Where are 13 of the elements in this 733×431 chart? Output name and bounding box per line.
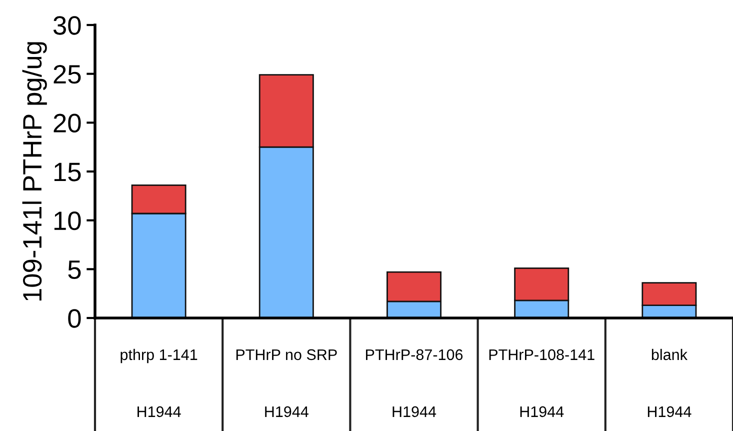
category-label: PTHrP-87-106 H1944 [366,349,463,418]
y-tick-label: 10 [54,211,81,230]
y-axis-title: 109-141l PTHrP pg/ug [22,42,47,301]
y-tick-label: 30 [53,16,81,35]
y-tick-label: 15 [54,162,81,182]
y-tick-label: 20 [54,114,81,132]
category-label: PTHrP no SRP H1944 [236,349,337,418]
category-label: blank H1944 [648,348,692,418]
y-tick-label: 25 [54,64,81,84]
category-label: pthrp 1-141 H1944 [120,348,198,418]
category-label: PTHrP-108-141 H1944 [489,349,594,418]
y-tick-label: 5 [68,260,81,279]
y-tick-label: 0 [68,309,81,328]
